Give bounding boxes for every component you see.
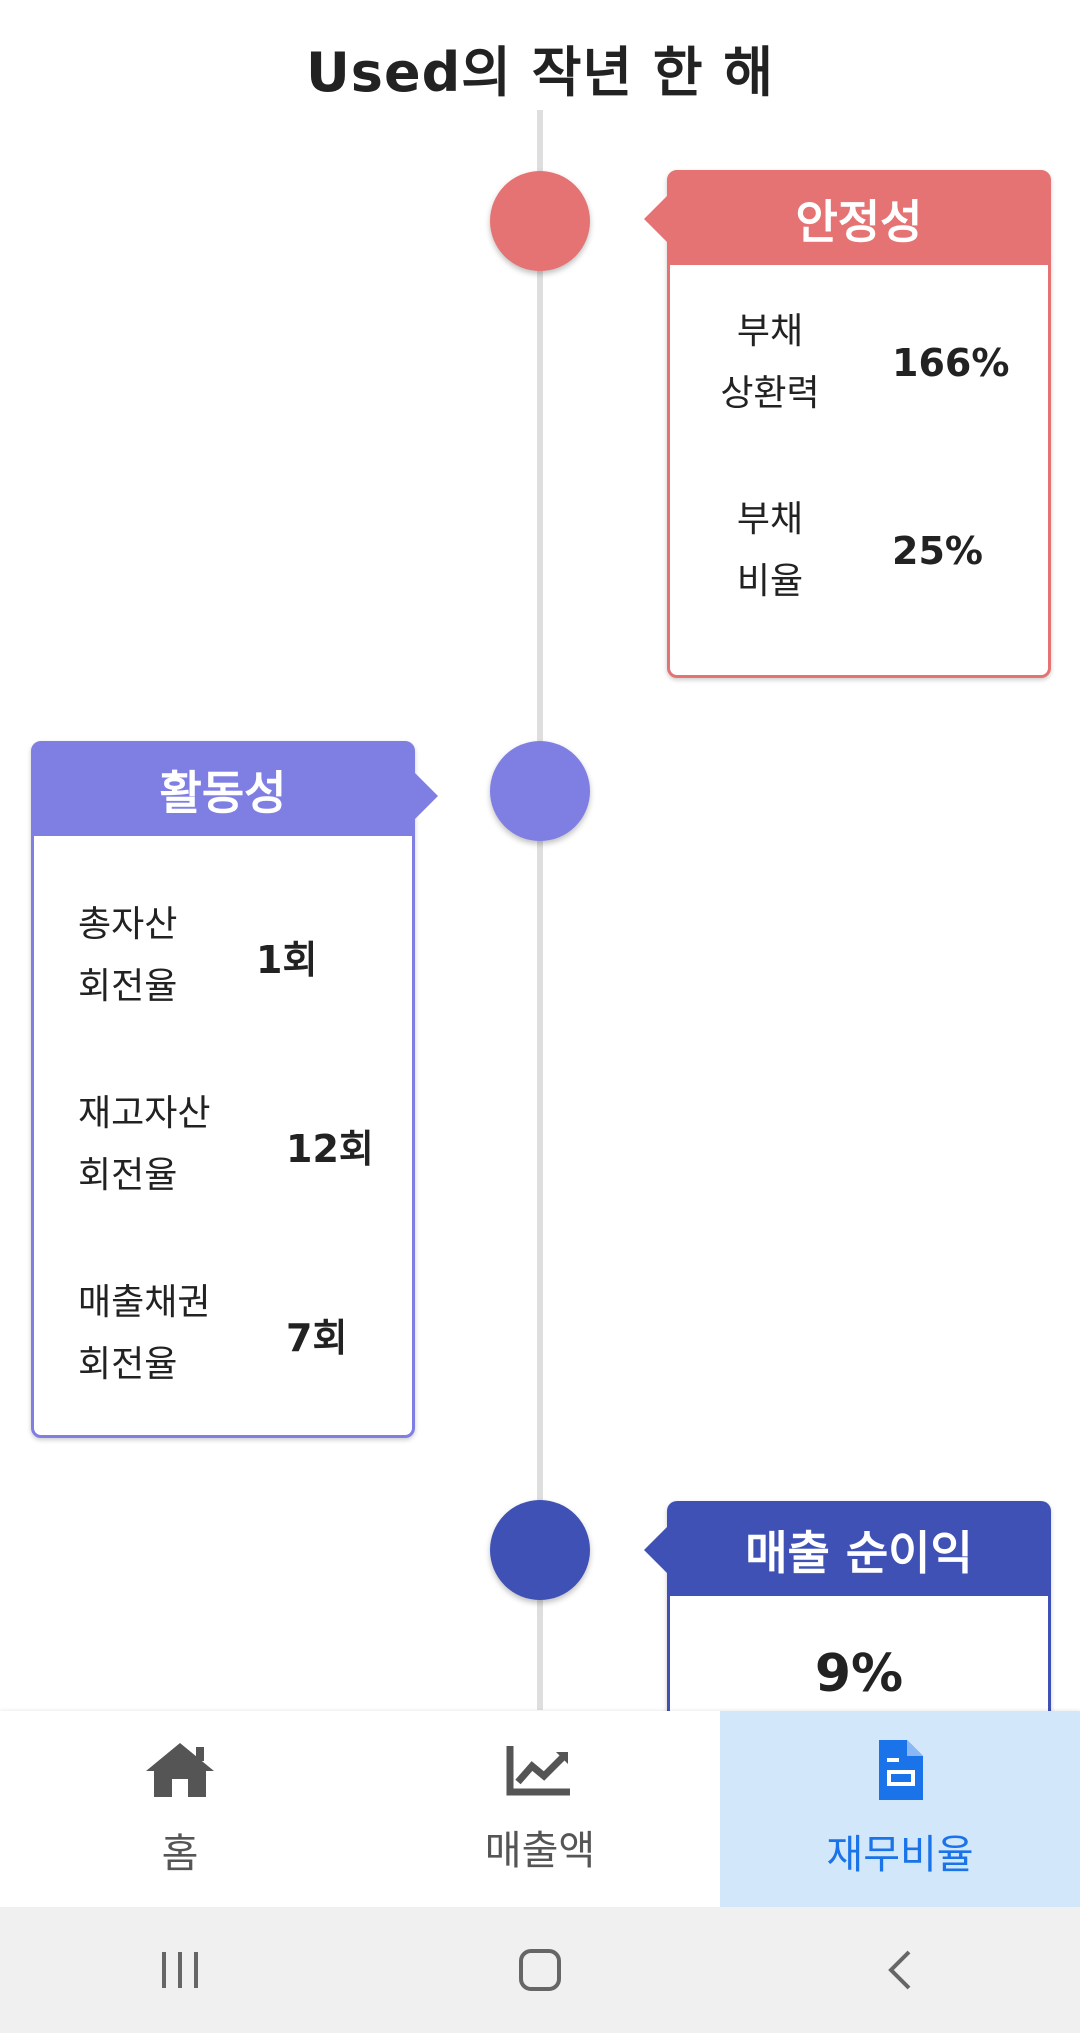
- recent-apps-icon: [162, 1952, 198, 1988]
- activity-card-header: 활동성: [34, 744, 438, 836]
- row-label: 부채 비율: [736, 499, 804, 602]
- activity-title: 활동성: [159, 766, 287, 820]
- nav-home[interactable]: 홈: [0, 1711, 360, 1907]
- home-icon: [146, 1743, 214, 1797]
- nav-sales-label: 매출액: [484, 1828, 596, 1874]
- nav-home-label: 홈: [161, 1831, 199, 1877]
- stability-pointer: [644, 193, 670, 245]
- row-value: 166%: [892, 341, 1010, 385]
- nav-financial-ratio[interactable]: 재무비율: [720, 1711, 1080, 1907]
- activity-row-total-assets: 총자산 회전율 1회: [34, 891, 412, 1021]
- profit-card: 매출 순이익 9%: [644, 1501, 1051, 1761]
- stability-title: 안정성: [795, 195, 923, 249]
- stability-row-debt-repayment: 부채 상환력 166%: [670, 298, 1048, 428]
- profit-pointer: [644, 1524, 670, 1576]
- stability-dot: [490, 171, 590, 271]
- stability-row-debt-ratio: 부채 비율 25%: [670, 486, 1048, 616]
- stability-card: 안정성 부채 상환력 166% 부채 비율 25%: [644, 170, 1051, 678]
- profit-title: 매출 순이익: [745, 1526, 973, 1580]
- row-value: 1회: [256, 937, 318, 982]
- home-button-icon: [519, 1949, 561, 1991]
- chart-icon: [506, 1746, 570, 1796]
- row-label: 매출채권 회전율: [78, 1282, 211, 1385]
- back-icon: [888, 1950, 911, 1990]
- document-icon: [879, 1740, 923, 1800]
- activity-row-receivables: 매출채권 회전율 7회: [34, 1269, 412, 1399]
- activity-card: 활동성 총자산 회전율 1회 재고자산 회전율 12회 매출채권 회전율 7회: [31, 741, 438, 1438]
- row-label: 총자산 회전율: [78, 904, 178, 1007]
- row-value: 12회: [286, 1126, 374, 1171]
- nav-sales[interactable]: 매출액: [360, 1711, 720, 1907]
- recent-apps-button[interactable]: [80, 1930, 280, 2010]
- activity-row-inventory: 재고자산 회전율 12회: [34, 1080, 412, 1210]
- profit-card-header: 매출 순이익: [644, 1504, 1048, 1596]
- nav-financial-ratio-label: 재무비율: [826, 1832, 974, 1878]
- system-nav-bar: [0, 1907, 1080, 2033]
- bottom-nav: 홈 매출액 재무비율: [0, 1711, 1080, 1907]
- row-value: 7회: [286, 1315, 348, 1360]
- stability-card-header: 안정성: [644, 173, 1048, 265]
- page-title: Used의 작년 한 해: [305, 41, 775, 104]
- activity-pointer: [412, 770, 438, 822]
- row-value: 25%: [892, 529, 983, 573]
- row-label: 부채 상환력: [720, 311, 820, 414]
- profit-value: 9%: [814, 1644, 904, 1704]
- timeline-line: [537, 110, 543, 1710]
- profit-dot: [490, 1500, 590, 1600]
- home-button[interactable]: [440, 1930, 640, 2010]
- activity-dot: [490, 741, 590, 841]
- back-button[interactable]: [800, 1930, 1000, 2010]
- row-label: 재고자산 회전율: [78, 1093, 211, 1196]
